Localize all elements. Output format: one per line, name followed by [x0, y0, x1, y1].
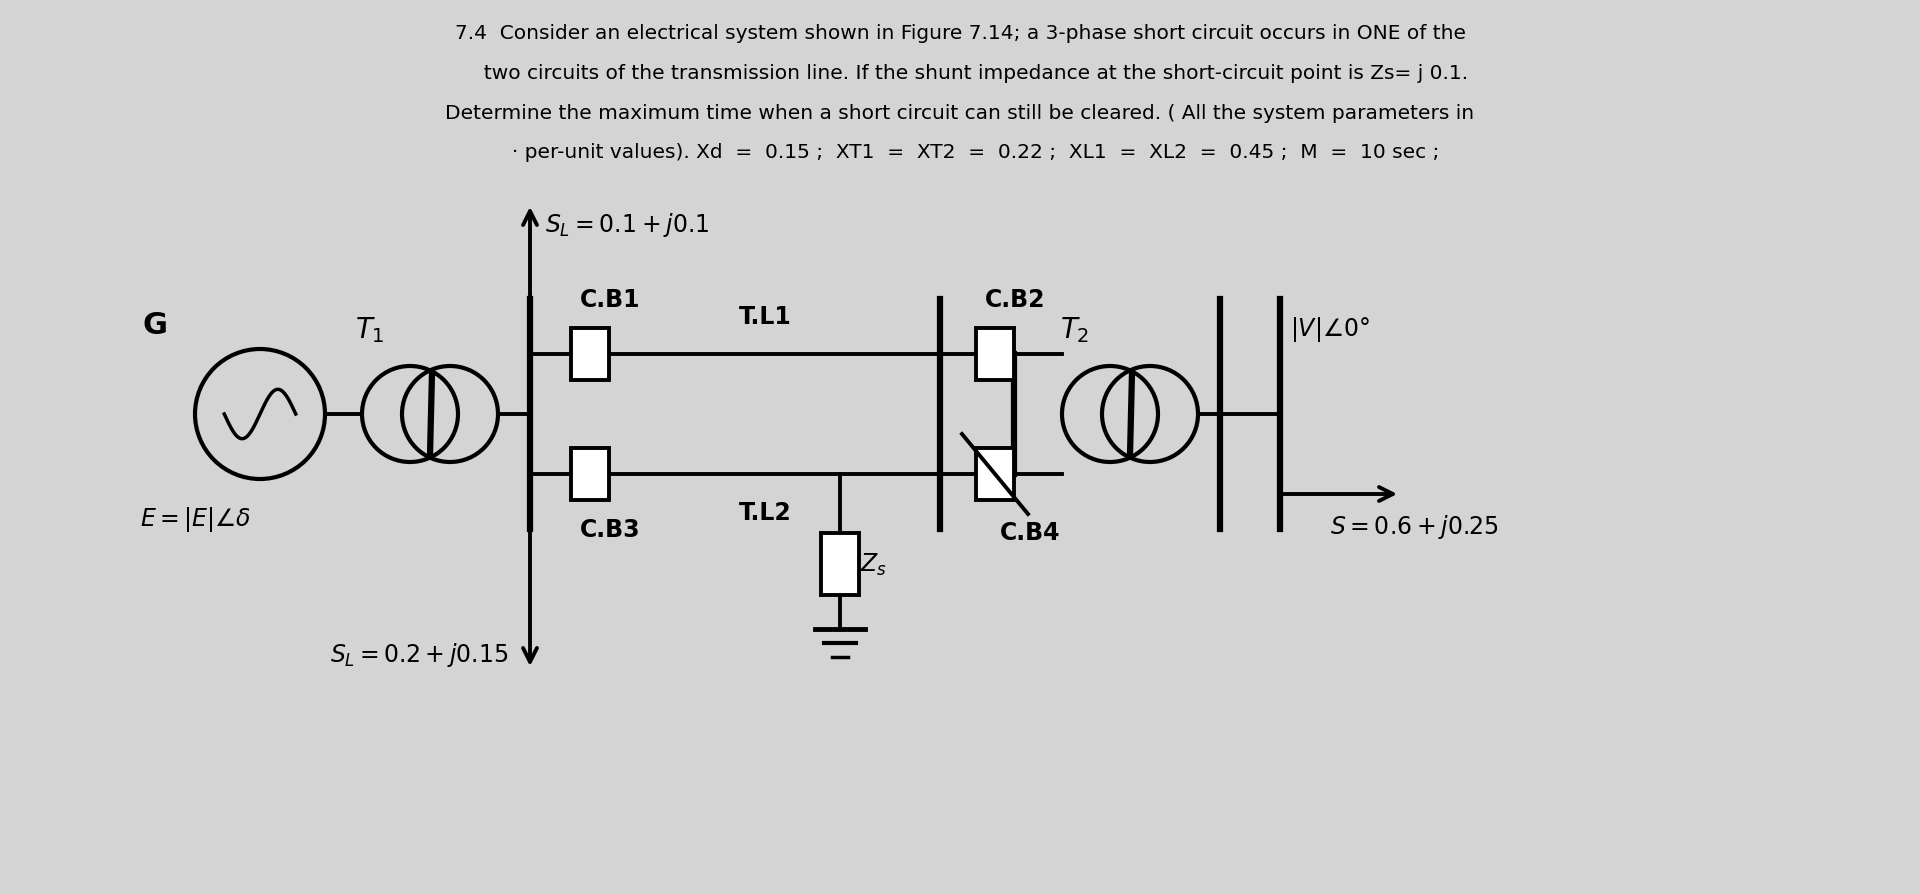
Bar	[975, 449, 1014, 501]
Text: C.B2: C.B2	[985, 288, 1046, 312]
Text: $S_L=0.1+j0.1$: $S_L=0.1+j0.1$	[545, 211, 708, 239]
Text: $T_1$: $T_1$	[355, 315, 384, 344]
Text: C.B1: C.B1	[580, 288, 641, 312]
Bar	[822, 534, 858, 595]
Text: $S_L=0.2+j0.15$: $S_L=0.2+j0.15$	[330, 640, 509, 668]
Text: $|V|\angle 0°$: $|V|\angle 0°$	[1290, 316, 1369, 344]
Bar	[570, 329, 609, 381]
Text: C.B3: C.B3	[580, 518, 641, 542]
Text: $Z_s$: $Z_s$	[860, 552, 887, 578]
Text: $E =|E|\angle\delta$: $E =|E|\angle\delta$	[140, 505, 252, 534]
Text: 7.4  Consider an electrical system shown in Figure 7.14; a 3-phase short circuit: 7.4 Consider an electrical system shown …	[455, 23, 1465, 42]
Text: G: G	[142, 310, 167, 339]
Bar	[975, 329, 1014, 381]
Text: two circuits of the transmission line. If the shunt impedance at the short-circu: two circuits of the transmission line. I…	[451, 63, 1469, 82]
Text: $T_2$: $T_2$	[1060, 315, 1091, 344]
Text: Determine the maximum time when a short circuit can still be cleared. ( All the : Determine the maximum time when a short …	[445, 104, 1475, 122]
Text: T.L2: T.L2	[739, 501, 791, 525]
Text: T.L1: T.L1	[739, 305, 791, 329]
Text: · per-unit values). Xd  =  0.15 ;  XT1  =  XT2  =  0.22 ;  XL1  =  XL2  =  0.45 : · per-unit values). Xd = 0.15 ; XT1 = XT…	[480, 143, 1440, 163]
Text: $S=0.6+j0.25$: $S=0.6+j0.25$	[1331, 512, 1500, 540]
Text: C.B4: C.B4	[1000, 520, 1060, 544]
Bar	[570, 449, 609, 501]
